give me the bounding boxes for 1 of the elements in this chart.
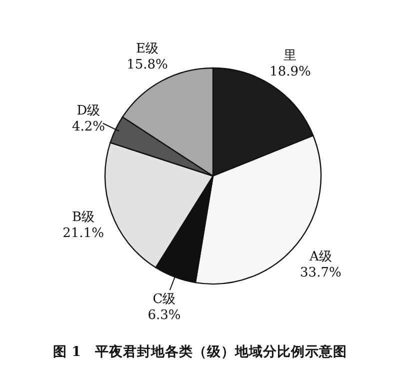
title: 图 1 平夜君封地各类（级）地域分比例示意图 — [52, 344, 348, 360]
